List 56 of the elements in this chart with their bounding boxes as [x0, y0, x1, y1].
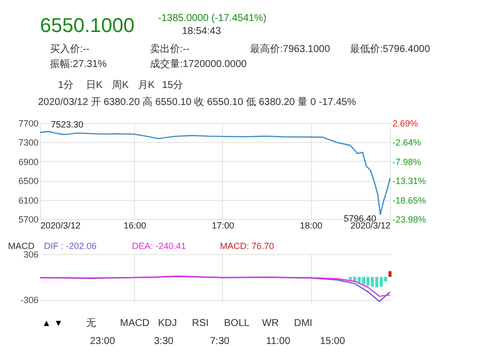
text: 2020/03/12 开 6380.20 高 6550.10 收 6550.10 低 6380.20 量 0 -17.45%: [38, 96, 356, 108]
text: DMI: [294, 318, 312, 329]
text: 11:00: [266, 336, 291, 347]
text: 日K: [86, 80, 103, 91]
text: ▼: [54, 318, 63, 328]
text: 18:54:43: [182, 26, 222, 37]
text: 7:30: [210, 336, 230, 347]
text: BOLL: [224, 318, 250, 329]
y2-tick-label: -7.98%: [392, 156, 422, 167]
text: 振幅:27.31%: [50, 58, 107, 70]
text: 15分: [162, 79, 184, 91]
text: 6550.1000: [40, 15, 135, 37]
text: 成交量:1720000.0000: [150, 58, 248, 70]
legend-title: MACD: [8, 241, 35, 251]
text: RSI: [192, 318, 209, 329]
text: -1385.0000 (-17.4541%): [158, 13, 266, 24]
annotation: 7523.30: [50, 119, 84, 130]
text: 1分: [58, 79, 74, 91]
x-tick-label: 2020/3/12: [40, 220, 81, 230]
text: DIF : -202.06: [44, 241, 97, 251]
text: 23:00: [90, 336, 116, 347]
text: 15:00: [320, 336, 346, 347]
y2-tick-label: -2.64%: [392, 138, 422, 148]
y-tick-label: 7300: [18, 138, 38, 148]
y-tick-label: 6500: [18, 176, 38, 186]
line-series: [39, 130, 391, 215]
y-tick-label: 6100: [18, 195, 38, 206]
y-tick-label: -306: [20, 295, 38, 306]
text: 卖出价:--: [150, 43, 190, 55]
y2-tick-label: -13.31%: [392, 176, 426, 186]
text: ▲: [42, 318, 51, 328]
text: 最高价:7963.1000: [250, 43, 330, 55]
y-tick-label: 5700: [18, 214, 38, 224]
line-series: [39, 276, 391, 297]
y2-tick-label: 2.69%: [392, 118, 418, 128]
text: KDJ: [158, 318, 177, 329]
y-tick-label: 6900: [18, 156, 38, 167]
y-tick-label: 7700: [18, 118, 38, 128]
text: 周K: [112, 80, 129, 91]
x-tick-label: 2020/3/12: [350, 220, 390, 230]
text: WR: [262, 318, 279, 329]
y2-tick-label: -18.65%: [392, 195, 426, 206]
text: 买入价:--: [50, 43, 90, 55]
x-tick-label: 17:00: [212, 220, 234, 230]
text: MACD: [120, 318, 150, 329]
y2-tick-label: -23.98%: [392, 214, 426, 224]
text: 月K: [138, 80, 155, 91]
text: 无: [86, 318, 96, 329]
text: 最低价:5796.4000: [350, 43, 430, 55]
x-tick-label: 18:00: [300, 220, 322, 230]
y-tick-label: 306: [23, 250, 38, 260]
text: 3:30: [154, 336, 174, 347]
annotation: 5796.40: [344, 213, 376, 224]
x-tick-label: 16:00: [124, 220, 146, 230]
text: MACD: 76.70: [220, 241, 274, 251]
text: DEA: -240.41: [132, 241, 186, 251]
